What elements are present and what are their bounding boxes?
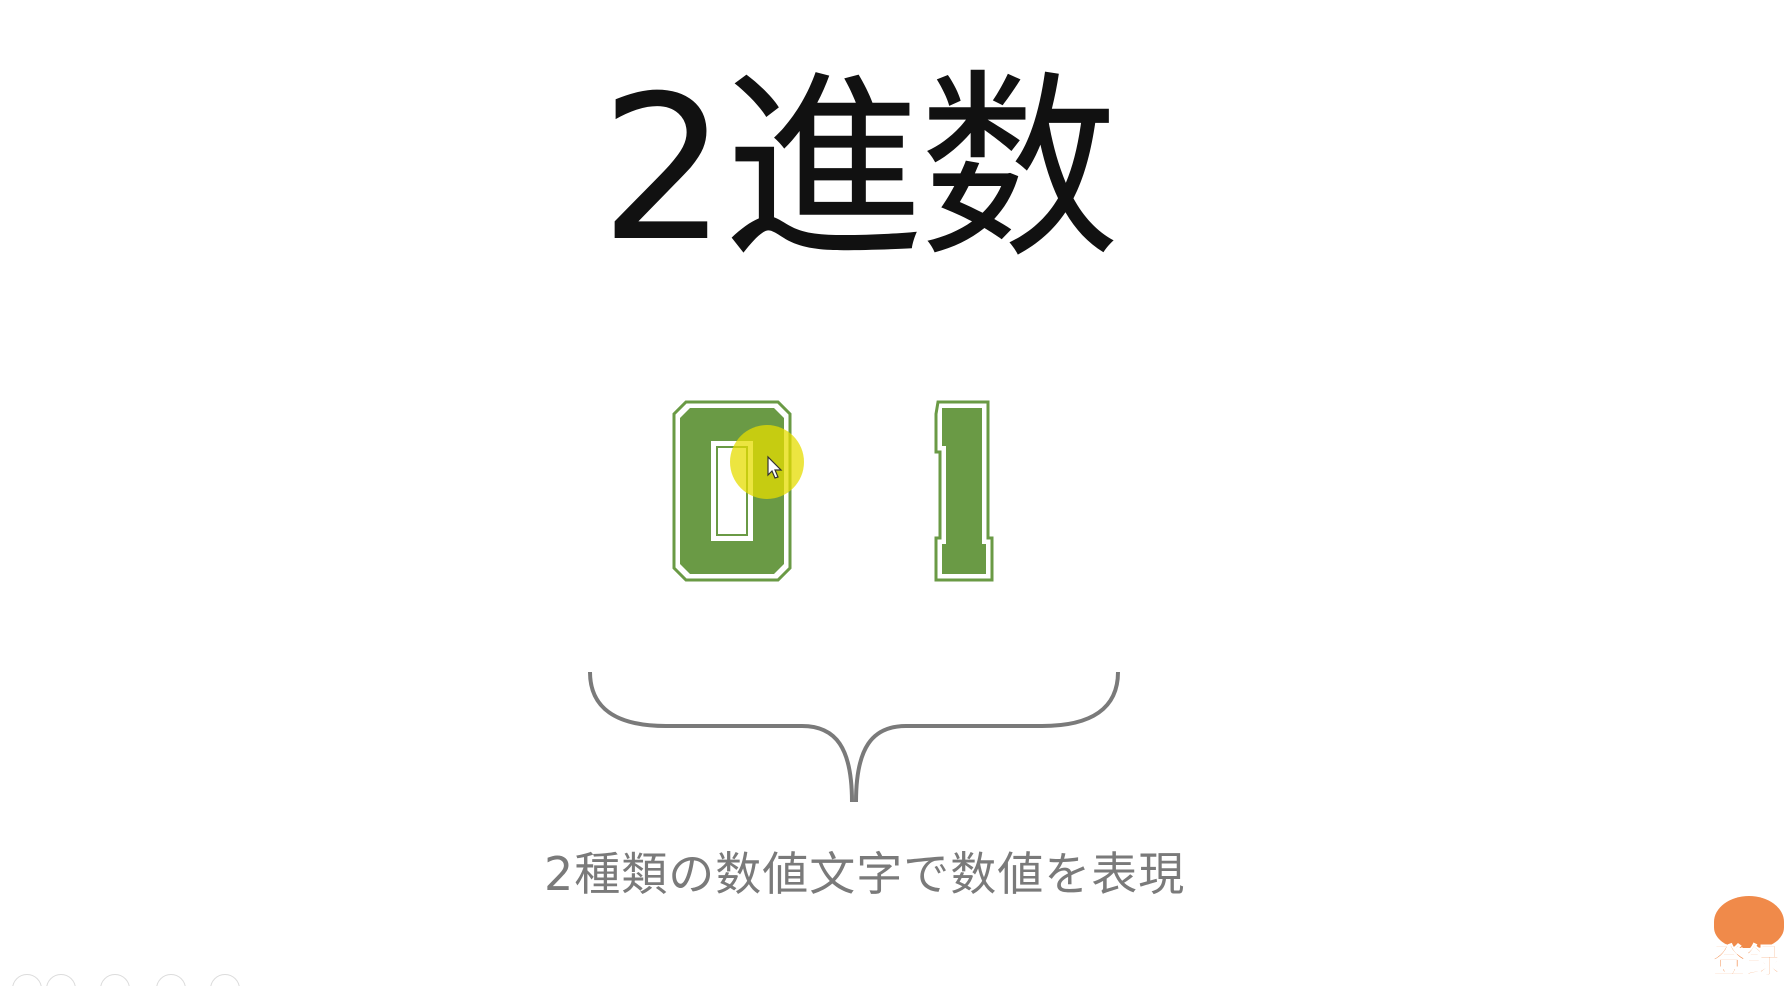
pen-icon[interactable] bbox=[46, 974, 76, 986]
subscribe-label: 登録 bbox=[1712, 942, 1781, 983]
subscribe-badge-icon bbox=[1714, 896, 1784, 948]
digit-one: 1 bbox=[934, 400, 994, 582]
cursor-highlight bbox=[730, 425, 804, 499]
slide-title: 2進数 bbox=[600, 53, 1119, 286]
slides-icon[interactable] bbox=[100, 974, 130, 986]
binary-digits: 0 1 bbox=[660, 392, 1020, 582]
mouse-cursor-icon bbox=[767, 455, 783, 479]
more-icon[interactable] bbox=[210, 974, 240, 986]
grouping-brace bbox=[588, 671, 1120, 803]
slide-caption: 2種類の数値文字で数値を表現 bbox=[544, 847, 1186, 901]
subscribe-badge[interactable]: 登録 bbox=[1712, 896, 1784, 986]
presentation-toolbar bbox=[0, 968, 260, 986]
zoom-icon[interactable] bbox=[156, 974, 186, 986]
prev-icon[interactable] bbox=[12, 974, 42, 986]
